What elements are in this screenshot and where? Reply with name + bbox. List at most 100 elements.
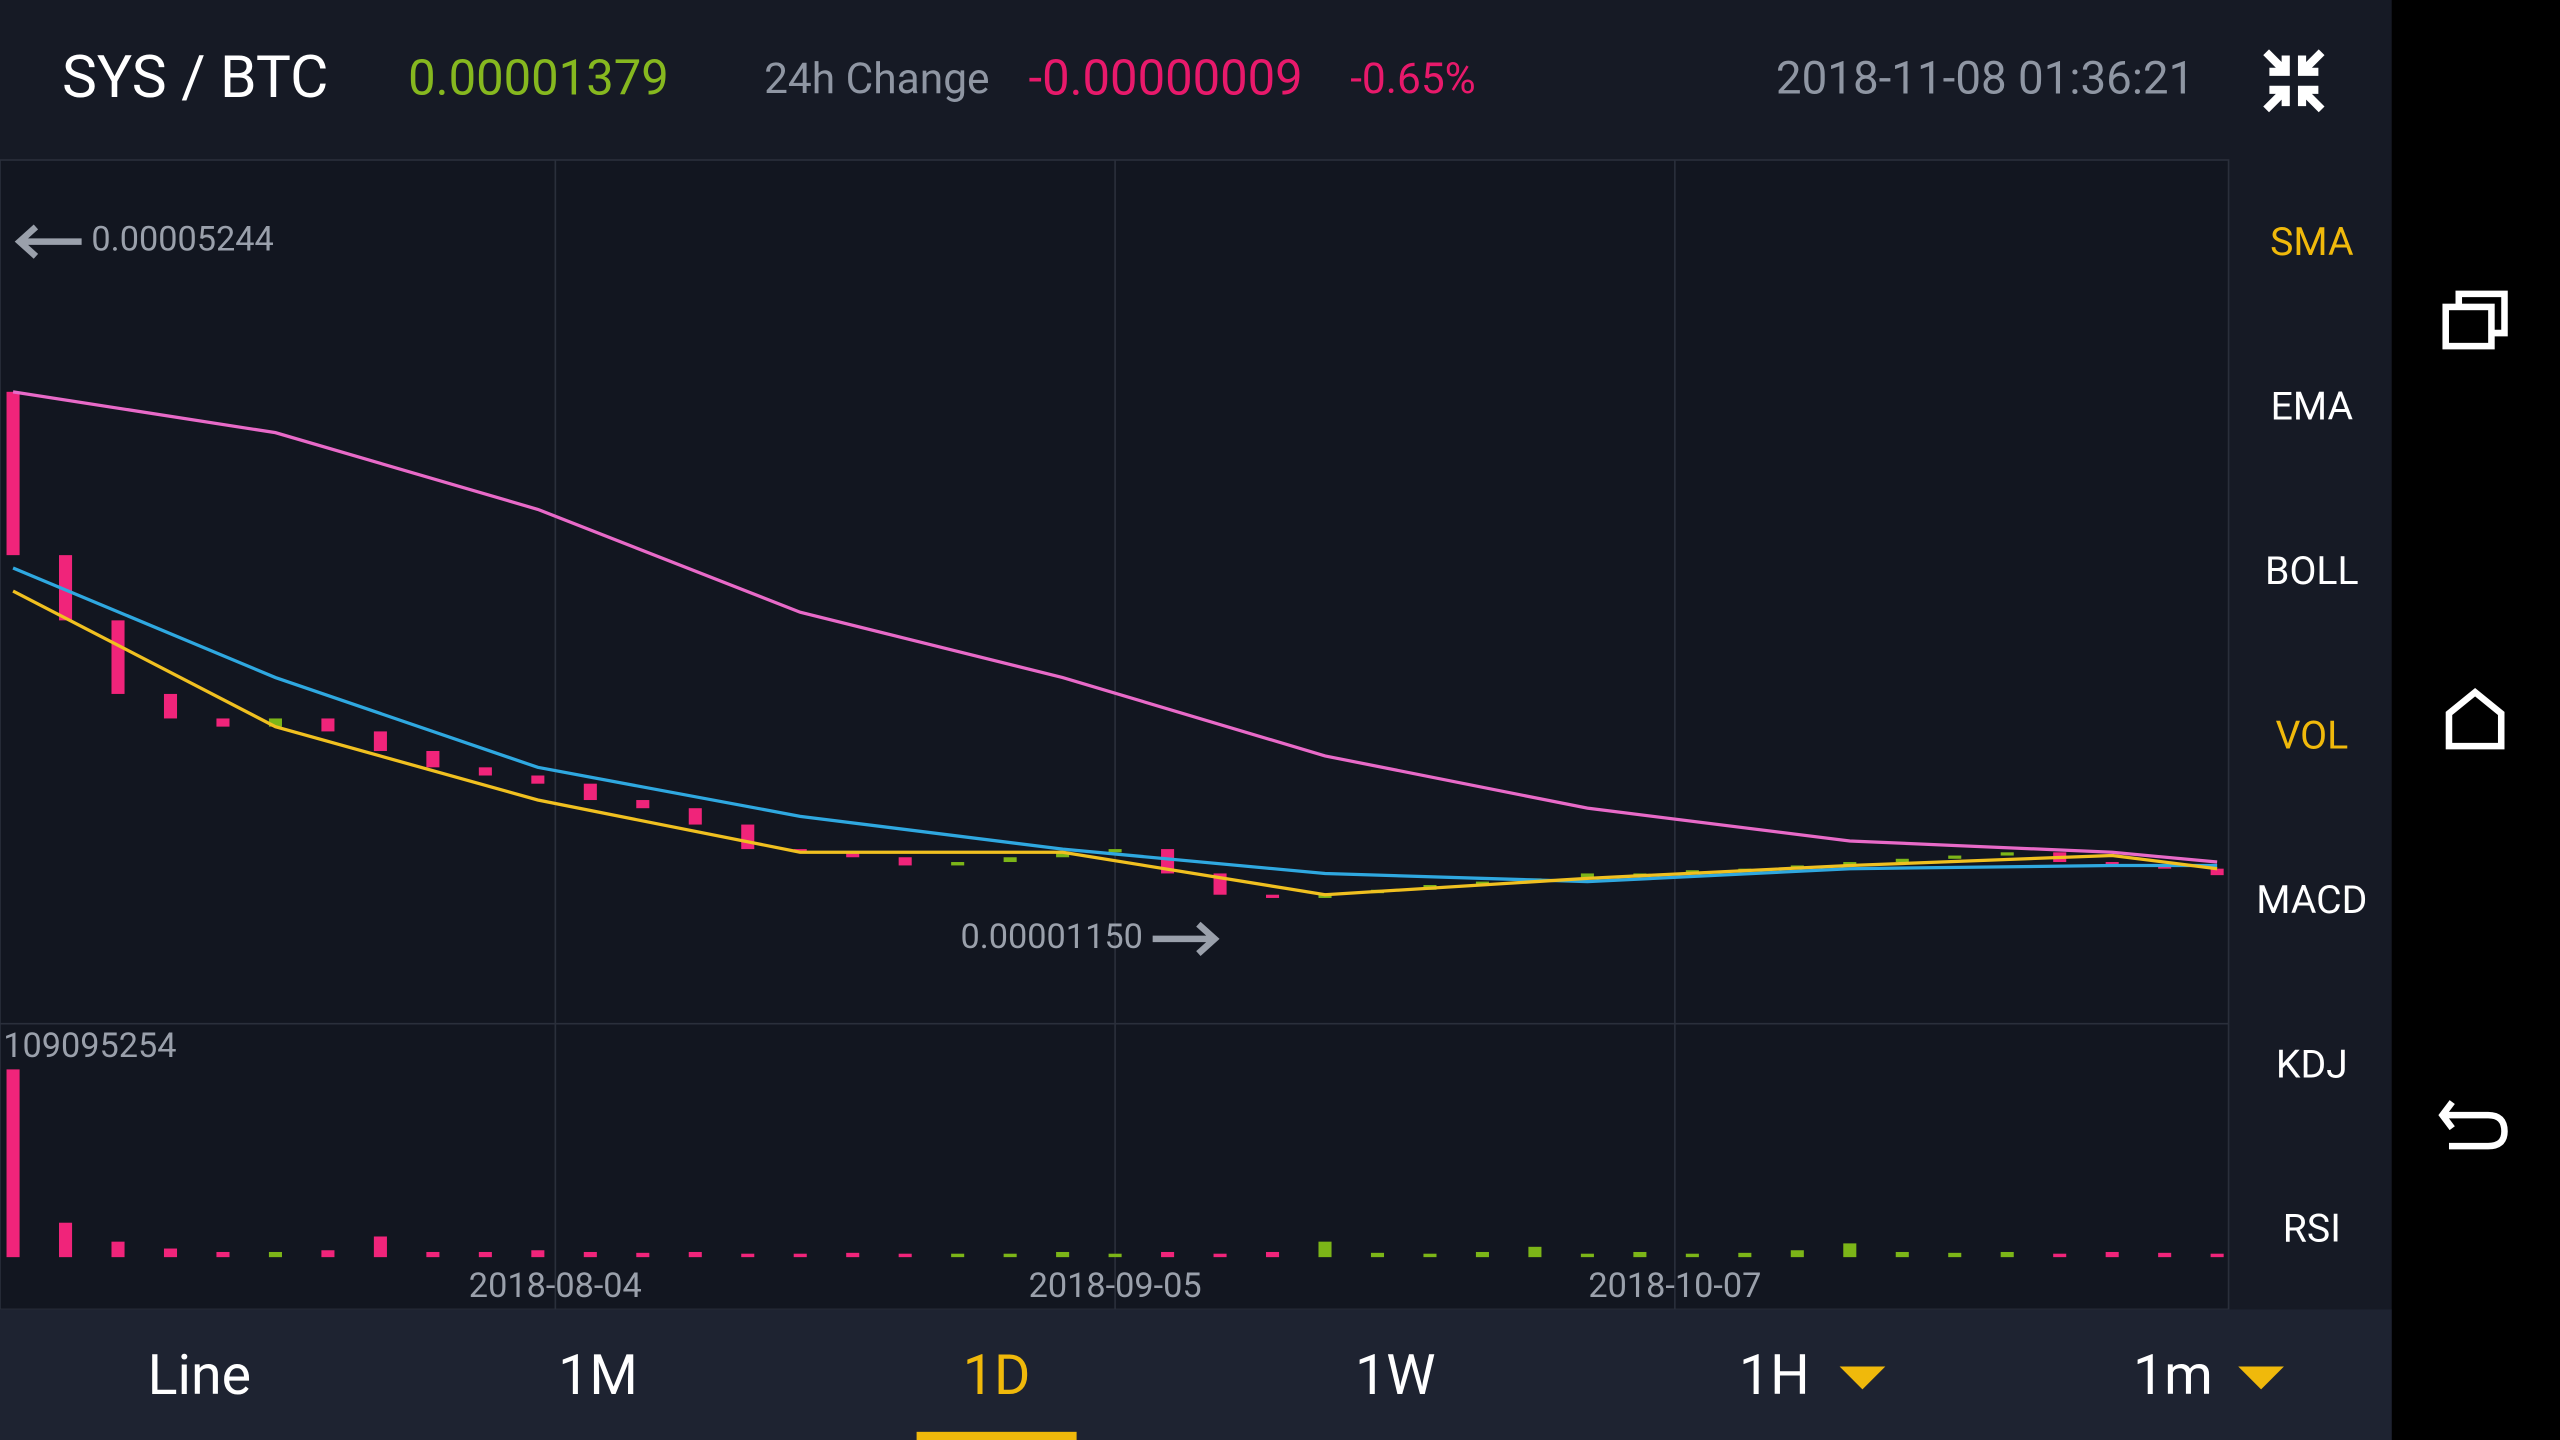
volume-bar — [373, 1236, 387, 1258]
indicator-option[interactable]: SMA — [2270, 219, 2354, 265]
volume-bar — [1056, 1251, 1070, 1258]
x-tick-label: 2018-10-07 — [1588, 1266, 1761, 1306]
volume-bar — [898, 1253, 912, 1258]
volume-bar — [1266, 1251, 1280, 1258]
volume-bar — [2000, 1251, 2014, 1258]
interval-tab[interactable]: 1H — [1739, 1343, 1810, 1408]
volume-bar — [268, 1251, 282, 1258]
candle-body — [2000, 852, 2014, 856]
volume-bar — [478, 1251, 492, 1258]
change: -0.00000009 — [1029, 50, 1303, 107]
interval-tab[interactable]: 1D — [963, 1343, 1031, 1408]
indicator-option[interactable]: BOLL — [2265, 548, 2359, 594]
volume-bar — [1948, 1252, 1962, 1258]
candle-body — [268, 718, 282, 727]
candle-body — [636, 800, 650, 809]
indicator-option[interactable]: EMA — [2271, 384, 2354, 430]
back-button[interactable] — [2438, 1100, 2508, 1150]
candle-body — [2210, 868, 2224, 876]
change-pct: -0.65% — [1350, 55, 1476, 104]
volume-bar — [1685, 1253, 1699, 1258]
candle-body — [1580, 873, 1594, 879]
indicator-option[interactable]: MACD — [2256, 877, 2367, 923]
ma-line — [12, 566, 2218, 884]
volume-bar — [688, 1251, 702, 1258]
candle-body — [898, 857, 912, 866]
volume-bar — [1528, 1246, 1542, 1258]
volume-bar — [6, 1069, 20, 1258]
volume-bar — [951, 1253, 965, 1258]
indicator-option[interactable]: VOL — [2275, 712, 2348, 758]
volume-bar — [2053, 1253, 2067, 1258]
candle-body — [1266, 894, 1280, 898]
volume-bar — [1790, 1250, 1804, 1258]
volume-bar — [1843, 1243, 1857, 1258]
active-tab-indicator — [916, 1431, 1077, 1440]
candle-body — [531, 775, 545, 784]
low-arrow — [1152, 921, 1220, 956]
candle-body — [478, 767, 492, 776]
candle-body — [583, 783, 597, 801]
collapse-icon[interactable] — [2263, 49, 2325, 113]
candle-body — [373, 731, 387, 751]
candle-body — [951, 862, 965, 866]
candle-body — [1108, 849, 1122, 853]
volume-max-label: 109095254 — [3, 1026, 176, 1066]
dropdown-caret[interactable] — [2238, 1366, 2284, 1390]
volume-bar — [1738, 1252, 1752, 1258]
candle-body — [321, 718, 335, 732]
price: 0.00001379 — [408, 50, 669, 107]
volume-bar — [846, 1252, 860, 1258]
candle-body — [59, 555, 73, 621]
volume-bar — [2105, 1251, 2119, 1258]
change-label: 24h Change — [764, 55, 989, 104]
volume-bar — [2158, 1252, 2172, 1258]
candle-body — [2105, 862, 2119, 866]
interval-tab[interactable]: 1M — [558, 1343, 638, 1408]
timestamp: 2018-11-08 01:36:21 — [1776, 53, 2194, 106]
candle-body — [1843, 862, 1857, 866]
volume-bar — [321, 1250, 335, 1258]
volume-bar — [741, 1253, 755, 1258]
home-button[interactable] — [2445, 688, 2505, 750]
volume-bar — [1633, 1251, 1647, 1258]
candle-body — [111, 620, 125, 694]
indicator-option[interactable]: RSI — [2283, 1206, 2341, 1252]
volume-bar — [636, 1252, 650, 1258]
tab-bar — [0, 1309, 2392, 1440]
x-tick-label: 2018-09-05 — [1029, 1266, 1202, 1306]
volume-bar — [216, 1251, 230, 1258]
ma-line — [12, 589, 2218, 897]
dropdown-caret[interactable] — [1839, 1366, 1886, 1390]
recents-button[interactable] — [2442, 290, 2508, 350]
low-label: 0.00001150 — [960, 917, 1142, 957]
high-label: 0.00005244 — [91, 220, 273, 260]
candle-body — [688, 808, 702, 825]
high-arrow — [14, 224, 82, 259]
candle-body — [1056, 852, 1070, 858]
volume-bar — [1423, 1253, 1437, 1258]
volume-bar — [793, 1253, 807, 1258]
candle-body — [6, 391, 20, 556]
interval-tab[interactable]: 1m — [2133, 1343, 2213, 1408]
volume-bar — [1580, 1253, 1594, 1258]
volume-bar — [531, 1250, 545, 1258]
x-tick-label: 2018-08-04 — [469, 1266, 642, 1306]
volume-bar — [1161, 1251, 1175, 1258]
candle-body — [1895, 858, 1909, 863]
candle-body — [741, 824, 755, 850]
candle-body — [1003, 857, 1017, 863]
candle-body — [163, 693, 178, 719]
volume-bar — [426, 1251, 440, 1258]
indicator-option[interactable]: KDJ — [2276, 1041, 2348, 1087]
candle-body — [846, 852, 860, 858]
volume-bar — [163, 1248, 178, 1258]
volume-bar — [1475, 1251, 1489, 1258]
volume-bar — [1003, 1253, 1017, 1258]
volume-bar — [1370, 1252, 1385, 1258]
interval-tab[interactable]: 1W — [1355, 1343, 1435, 1408]
interval-tab[interactable]: Line — [148, 1343, 251, 1408]
volume-bar — [1895, 1251, 1909, 1258]
